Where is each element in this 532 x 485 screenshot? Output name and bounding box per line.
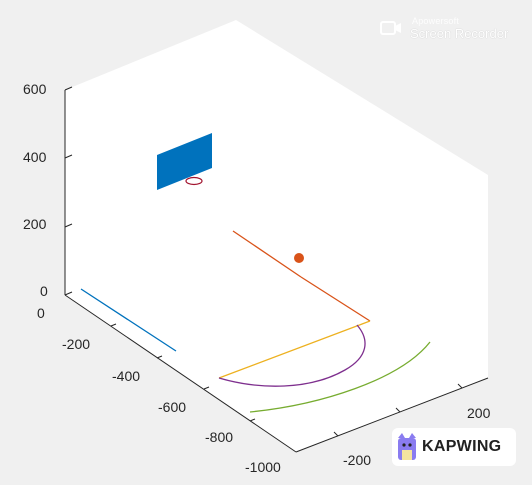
recorder-watermark-small: Apowersoft xyxy=(412,16,460,26)
series-line-yellow xyxy=(218,320,371,379)
camera-icon xyxy=(380,21,401,35)
kapwing-logo-icon xyxy=(398,433,416,460)
y-tick-label: 0 xyxy=(37,305,45,321)
x-tick-marks xyxy=(333,383,463,437)
axes-background xyxy=(65,20,488,452)
backboard xyxy=(157,133,212,190)
y-axis-line xyxy=(64,294,297,453)
z-tick-label: 0 xyxy=(40,283,48,299)
z-tick-label: 400 xyxy=(23,149,47,165)
z-tick-label: 600 xyxy=(23,81,47,97)
y-tick-label: -1000 xyxy=(245,459,281,475)
z-tick-label: 200 xyxy=(23,216,47,232)
x-tick-label: 200 xyxy=(467,405,491,421)
kapwing-watermark: KAPWING xyxy=(392,428,516,466)
kapwing-label: KAPWING xyxy=(422,438,502,455)
rim xyxy=(185,176,203,186)
y-tick-label: -600 xyxy=(158,399,186,415)
y-tick-marks xyxy=(110,323,256,422)
series-line-blue xyxy=(80,288,177,352)
y-tick-label: -400 xyxy=(112,368,140,384)
ball xyxy=(294,253,304,263)
recorder-watermark-title: Screen Recorder xyxy=(410,26,509,41)
series-line-orange-ramp xyxy=(300,276,371,322)
y-tick-label: -200 xyxy=(62,336,90,352)
z-tick-marks xyxy=(64,86,73,296)
series-arc-purple xyxy=(218,324,366,387)
x-axis-line xyxy=(295,377,489,453)
x-tick-label: -200 xyxy=(343,452,371,468)
y-tick-label: -800 xyxy=(205,429,233,445)
series-arc-green xyxy=(249,341,431,413)
series-line-orange-vertical xyxy=(232,230,302,278)
